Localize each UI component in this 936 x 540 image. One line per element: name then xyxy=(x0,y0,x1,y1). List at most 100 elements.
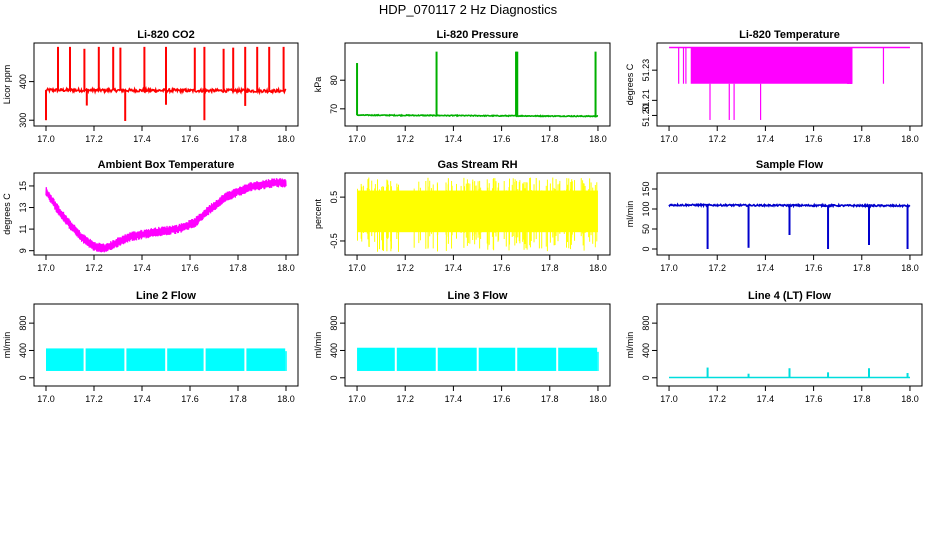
flow-block xyxy=(357,347,395,371)
x-tick-label: 17.8 xyxy=(853,263,871,273)
x-tick-label: 17.2 xyxy=(85,263,103,273)
x-tick-label: 17.8 xyxy=(853,394,871,404)
plot-area xyxy=(356,51,599,118)
x-tick-label: 17.4 xyxy=(133,394,151,404)
y-tick-label: 51.20 xyxy=(641,104,651,127)
x-tick-label: 17.2 xyxy=(708,394,726,404)
plot-frame xyxy=(344,42,611,127)
y-tick-label: 11 xyxy=(18,224,28,233)
chart-panel: Line 4 (LT) Flow 17.0 17.2 17.4 17.6 17.8 18.0… xyxy=(625,290,923,404)
chart-panel: Line 3 Flow 17.0 17.2 17.4 17.6 17.8 18.0 0 400 8… xyxy=(313,290,611,404)
x-tick-label: 17.6 xyxy=(493,394,511,404)
x-tick-label: 17.8 xyxy=(853,134,871,144)
flow-block xyxy=(205,348,245,371)
y-tick-label: 80 xyxy=(329,75,339,85)
y-tick-label: 50 xyxy=(641,224,651,234)
x-tick-label: 17.0 xyxy=(37,394,55,404)
chart-panel: Gas Stream RH 17.0 17.2 17.4 17.6 17.8 18.0 -0.… xyxy=(313,159,611,273)
x-tick-label: 17.8 xyxy=(541,394,559,404)
plot-frame xyxy=(656,42,923,127)
y-tick-label: 400 xyxy=(18,343,28,358)
x-tick-label: 17.8 xyxy=(229,394,247,404)
y-tick-label: 400 xyxy=(18,74,28,89)
chart-panel: Li-820 Pressure 17.0 17.2 17.4 17.6 17.8 18.0 7… xyxy=(313,29,611,144)
flow-block xyxy=(437,347,477,371)
x-tick-label: 17.6 xyxy=(181,394,199,404)
x-tick-label: 17.4 xyxy=(445,394,463,404)
x-tick-label: 17.2 xyxy=(85,394,103,404)
x-tick-label: 17.2 xyxy=(396,394,414,404)
chart-panel: Ambient Box Temperature 17.0 17.2 17.4 17.6 1… xyxy=(2,159,299,273)
x-tick-label: 18.0 xyxy=(901,394,919,404)
x-tick-label: 17.0 xyxy=(348,394,366,404)
y-axis-label: ml/min xyxy=(2,332,12,359)
x-tick-label: 17.4 xyxy=(757,134,775,144)
x-tick-label: 18.0 xyxy=(589,263,607,273)
series-line xyxy=(45,178,287,253)
x-tick-label: 18.0 xyxy=(277,134,295,144)
y-tick-label: 15 xyxy=(18,181,28,191)
flow-block xyxy=(167,348,204,371)
dense-band xyxy=(690,47,848,84)
x-tick-label: 17.0 xyxy=(660,263,678,273)
y-tick-label: 13 xyxy=(18,203,28,213)
chart-panel: Line 2 Flow 17.0 17.2 17.4 17.6 17.8 18.0 0 400 8… xyxy=(2,290,299,404)
y-tick-label: 0.5 xyxy=(329,191,339,204)
plot-frame xyxy=(656,172,923,256)
x-tick-label: 17.6 xyxy=(805,394,823,404)
figure-title: HDP_070117 2 Hz Diagnostics xyxy=(379,2,558,17)
y-axis-label: ml/min xyxy=(625,201,635,228)
y-tick-label: 800 xyxy=(18,316,28,331)
x-tick-label: 17.0 xyxy=(37,263,55,273)
x-tick-label: 17.8 xyxy=(541,134,559,144)
y-axis-label: percent xyxy=(313,198,323,229)
x-tick-label: 17.2 xyxy=(708,263,726,273)
chart-panel: Sample Flow 17.0 17.2 17.4 17.6 17.8 18.0 0 50 10… xyxy=(625,159,923,273)
panel-title: Gas Stream RH xyxy=(437,159,517,171)
x-tick-label: 17.2 xyxy=(396,263,414,273)
series-line xyxy=(356,113,599,118)
panel-title: Li-820 Temperature xyxy=(739,29,840,41)
x-tick-label: 18.0 xyxy=(901,263,919,273)
x-tick-label: 17.0 xyxy=(660,134,678,144)
y-axis-label: ml/min xyxy=(313,332,323,359)
y-axis-label: ml/min xyxy=(625,332,635,359)
plot-area xyxy=(669,367,910,379)
x-tick-label: 17.2 xyxy=(396,134,414,144)
x-tick-label: 18.0 xyxy=(277,394,295,404)
plot-frame xyxy=(344,172,611,256)
panel-title: Line 3 Flow xyxy=(448,290,508,302)
x-tick-label: 17.2 xyxy=(708,134,726,144)
flow-block xyxy=(85,348,125,371)
flow-block xyxy=(517,347,557,371)
panel-title: Line 4 (LT) Flow xyxy=(748,290,831,302)
x-tick-label: 17.0 xyxy=(348,134,366,144)
chart-panel: Li-820 CO2 17.0 17.2 17.4 17.6 17.8 18.0 300 400… xyxy=(2,29,299,144)
plot-area xyxy=(45,178,287,253)
plot-frame xyxy=(33,303,299,387)
flow-block xyxy=(396,347,436,371)
x-tick-label: 17.6 xyxy=(805,263,823,273)
panel-title: Li-820 Pressure xyxy=(437,29,519,41)
plot-area xyxy=(668,202,911,249)
x-tick-label: 18.0 xyxy=(589,394,607,404)
plot-area xyxy=(356,177,598,252)
plot-frame xyxy=(33,172,299,256)
y-tick-label: 70 xyxy=(329,104,339,114)
y-tick-label: 400 xyxy=(641,343,651,358)
y-tick-label: 0 xyxy=(641,246,651,251)
y-tick-label: 9 xyxy=(18,248,28,253)
plot-area xyxy=(669,46,910,120)
x-tick-label: 17.4 xyxy=(757,394,775,404)
y-tick-label: 0 xyxy=(18,375,28,380)
plot-area xyxy=(46,348,287,371)
x-tick-label: 17.8 xyxy=(229,263,247,273)
x-tick-label: 17.8 xyxy=(541,263,559,273)
chart-panel: Li-820 Temperature 17.0 17.2 17.4 17.6 17.8 18… xyxy=(625,29,923,144)
y-axis-label: kPa xyxy=(313,77,323,93)
x-tick-label: 17.4 xyxy=(133,263,151,273)
y-tick-label: 0 xyxy=(641,375,651,380)
y-tick-label: 51.21 xyxy=(641,89,651,112)
y-tick-label: 800 xyxy=(329,316,339,331)
x-tick-label: 18.0 xyxy=(277,263,295,273)
